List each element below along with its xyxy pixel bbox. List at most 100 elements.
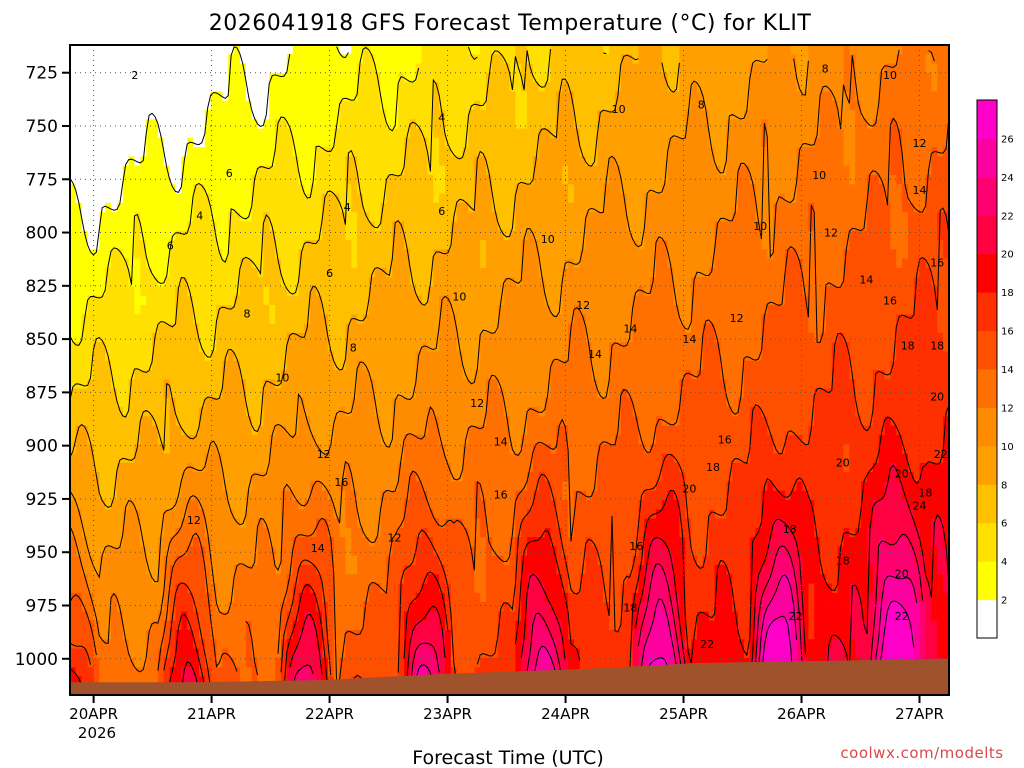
temperature-cell: [204, 249, 212, 260]
temperature-cell: [386, 202, 393, 213]
temperature-cell: [427, 267, 434, 278]
temperature-cell: [357, 230, 364, 241]
temperature-cell: [175, 611, 182, 622]
temperature-cell: [263, 175, 270, 185]
temperature-cell: [187, 165, 194, 176]
temperature-cell: [386, 165, 393, 176]
temperature-cell: [245, 45, 253, 55]
temperature-cell: [310, 137, 317, 148]
temperature-cell: [152, 370, 159, 380]
temperature-cell: [275, 91, 282, 102]
temperature-cell: [368, 425, 376, 436]
temperature-cell: [462, 110, 470, 120]
temperature-cell: [116, 54, 124, 65]
temperature-cell: [386, 110, 393, 120]
temperature-cell: [163, 221, 171, 232]
temperature-cell: [357, 323, 364, 334]
temperature-cell: [81, 500, 89, 510]
temperature-cell: [456, 435, 464, 445]
temperature-cell: [134, 555, 141, 566]
temperature-cell: [456, 286, 464, 297]
temperature-cell: [462, 537, 470, 548]
temperature-cell: [339, 435, 347, 445]
temperature-cell: [181, 240, 188, 250]
temperature-cell: [357, 286, 364, 297]
temperature-cell: [75, 100, 83, 111]
temperature-cell: [280, 277, 288, 288]
temperature-cell: [286, 82, 294, 93]
temperature-cell: [105, 490, 112, 501]
temperature-cell: [468, 657, 475, 668]
temperature-cell: [234, 72, 241, 83]
temperature-cell: [363, 490, 370, 501]
temperature-cell: [275, 602, 282, 613]
temperature-cell: [105, 425, 112, 436]
temperature-cell: [445, 537, 452, 548]
temperature-cell: [234, 175, 241, 185]
temperature-cell: [374, 332, 382, 343]
temperature-cell: [304, 370, 311, 380]
temperature-cell: [339, 110, 347, 120]
temperature-cell: [216, 258, 223, 269]
temperature-cell: [456, 351, 464, 362]
temperature-cell: [380, 425, 388, 436]
temperature-cell: [157, 82, 165, 93]
temperature-cell: [99, 342, 106, 353]
temperature-cell: [456, 379, 464, 390]
temperature-cell: [415, 221, 423, 232]
temperature-cell: [163, 657, 171, 668]
temperature-cell: [327, 332, 335, 343]
temperature-cell: [87, 184, 95, 195]
temperature-cell: [257, 193, 264, 204]
temperature-cell: [105, 267, 112, 278]
temperature-cell: [257, 472, 264, 483]
temperature-cell: [304, 137, 311, 148]
temperature-cell: [327, 193, 335, 204]
temperature-cell: [146, 537, 153, 548]
temperature-cell: [175, 305, 182, 315]
temperature-cell: [152, 72, 159, 83]
temperature-cell: [392, 379, 399, 390]
temperature-cell: [450, 332, 458, 343]
temperature-cell: [234, 555, 241, 566]
temperature-cell: [75, 360, 83, 371]
temperature-cell: [415, 453, 423, 464]
temperature-cell: [275, 657, 282, 668]
temperature-cell: [105, 667, 112, 678]
temperature-cell: [152, 574, 159, 585]
temperature-cell: [351, 555, 358, 566]
temperature-cell: [439, 100, 446, 111]
temperature-cell: [486, 175, 493, 185]
temperature-cell: [239, 54, 247, 65]
temperature-cell: [304, 546, 311, 557]
temperature-cell: [427, 137, 434, 148]
temperature-cell: [111, 128, 118, 139]
temperature-cell: [445, 388, 452, 399]
temperature-cell: [105, 676, 112, 687]
temperature-cell: [99, 63, 106, 74]
temperature-cell: [298, 184, 305, 195]
temperature-cell: [380, 258, 388, 269]
temperature-cell: [134, 277, 141, 288]
temperature-cell: [480, 416, 487, 427]
temperature-cell: [198, 416, 206, 427]
temperature-cell: [363, 444, 370, 455]
temperature-cell: [169, 667, 177, 678]
temperature-cell: [316, 249, 323, 260]
temperature-cell: [122, 184, 130, 195]
temperature-cell: [228, 472, 235, 483]
temperature-cell: [298, 119, 305, 130]
temperature-cell: [280, 314, 288, 325]
temperature-cell: [368, 444, 376, 455]
temperature-cell: [398, 332, 405, 343]
temperature-cell: [251, 267, 259, 278]
temperature-cell: [486, 267, 493, 278]
temperature-cell: [357, 137, 364, 148]
temperature-cell: [415, 184, 423, 195]
temperature-cell: [275, 212, 282, 223]
temperature-cell: [163, 128, 171, 139]
temperature-cell: [304, 388, 311, 399]
temperature-cell: [468, 54, 475, 65]
temperature-cell: [363, 137, 370, 148]
temperature-cell: [363, 342, 370, 353]
